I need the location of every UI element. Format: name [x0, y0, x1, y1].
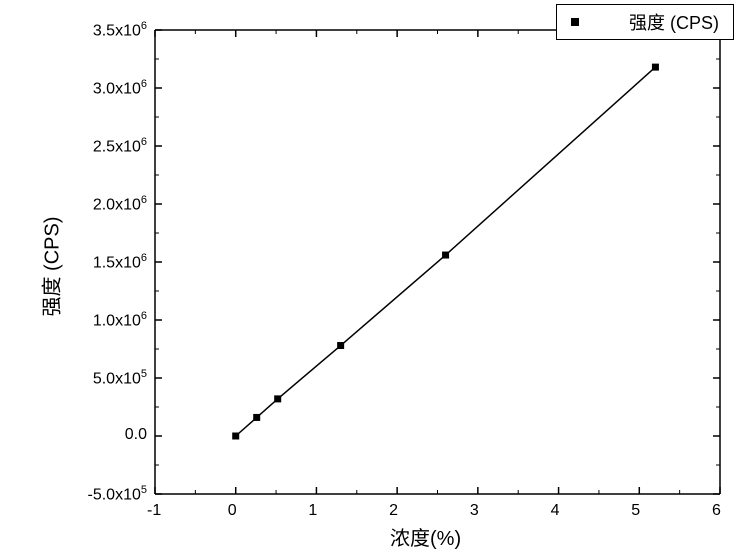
data-marker: [253, 414, 260, 421]
legend-marker-icon: [571, 18, 579, 26]
y-tick-label: 0.0: [125, 426, 147, 444]
legend-label: 强度 (CPS): [629, 9, 719, 35]
x-tick-label: -1: [147, 502, 161, 520]
y-tick-label: 2.5x106: [93, 136, 147, 156]
x-tick-label: 1: [308, 502, 317, 520]
x-tick-label: 4: [551, 502, 560, 520]
y-tick-label: 1.0x106: [93, 310, 147, 330]
data-marker: [232, 433, 239, 440]
y-tick-label: 2.0x106: [93, 194, 147, 214]
x-tick-label: 3: [470, 502, 479, 520]
y-tick-label: 5.0x105: [93, 368, 147, 388]
data-marker: [652, 64, 659, 71]
x-tick-label: 5: [631, 502, 640, 520]
y-axis-label: 强度 (CPS): [36, 207, 65, 327]
x-tick-label: 6: [712, 502, 721, 520]
data-marker: [274, 395, 281, 402]
y-tick-label: -5.0x105: [88, 484, 148, 504]
x-axis-label: 浓度(%): [390, 522, 461, 551]
data-marker: [442, 252, 449, 259]
legend: 强度 (CPS): [556, 4, 734, 40]
data-marker: [337, 342, 344, 349]
x-tick-label: 2: [389, 502, 398, 520]
x-tick-label: 0: [228, 502, 237, 520]
y-tick-label: 1.5x106: [93, 252, 147, 272]
y-tick-label: 3.5x106: [93, 20, 147, 40]
chart-container: 强度 (CPS) 浓度(%) 强度 (CPS) -1 0 1 2 3 4 5 6 -5.0x10…: [0, 0, 754, 559]
y-tick-label: 3.0x106: [93, 78, 147, 98]
